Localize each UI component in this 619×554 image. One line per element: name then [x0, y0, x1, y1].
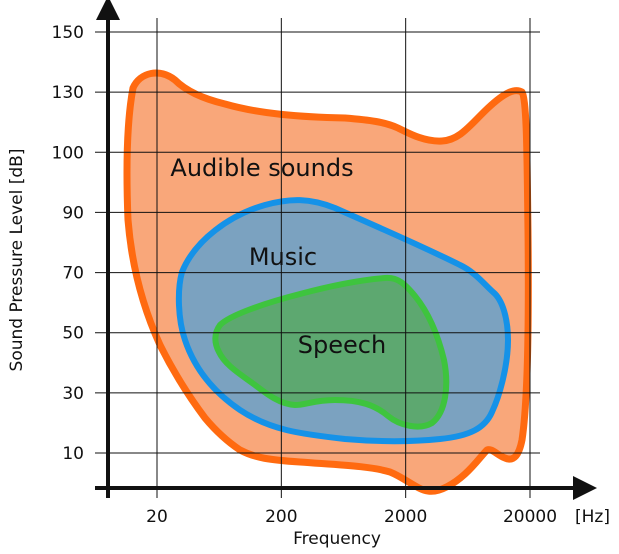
- speech-region: [212, 274, 450, 430]
- y-tick-label: 30: [62, 384, 84, 404]
- x-tick-labels: 20 200 2000 20000: [146, 507, 557, 527]
- gridlines: [95, 18, 540, 498]
- x-tick-label: 200: [265, 507, 297, 527]
- y-axis-title: Sound Pressure Level [dB]: [7, 149, 27, 372]
- y-tick-labels: 10 30 50 70 90 100 130 150: [52, 23, 84, 464]
- speech-label: Speech: [298, 331, 386, 359]
- music-label: Music: [249, 243, 317, 271]
- x-axis-title: Frequency: [293, 529, 381, 549]
- y-tick-label: 10: [62, 444, 84, 464]
- y-tick-label: 50: [62, 324, 84, 344]
- x-axis-unit: [Hz]: [575, 507, 610, 527]
- y-tick-label: 130: [52, 83, 84, 103]
- y-tick-label: 90: [62, 203, 84, 223]
- x-tick-label: 20: [146, 507, 168, 527]
- audible-sounds-label: Audible sounds: [170, 154, 353, 182]
- y-tick-label: 150: [52, 23, 84, 43]
- y-tick-label: 100: [52, 143, 84, 163]
- x-tick-label: 2000: [384, 507, 427, 527]
- y-tick-label: 70: [62, 264, 84, 284]
- x-tick-label: 20000: [503, 507, 557, 527]
